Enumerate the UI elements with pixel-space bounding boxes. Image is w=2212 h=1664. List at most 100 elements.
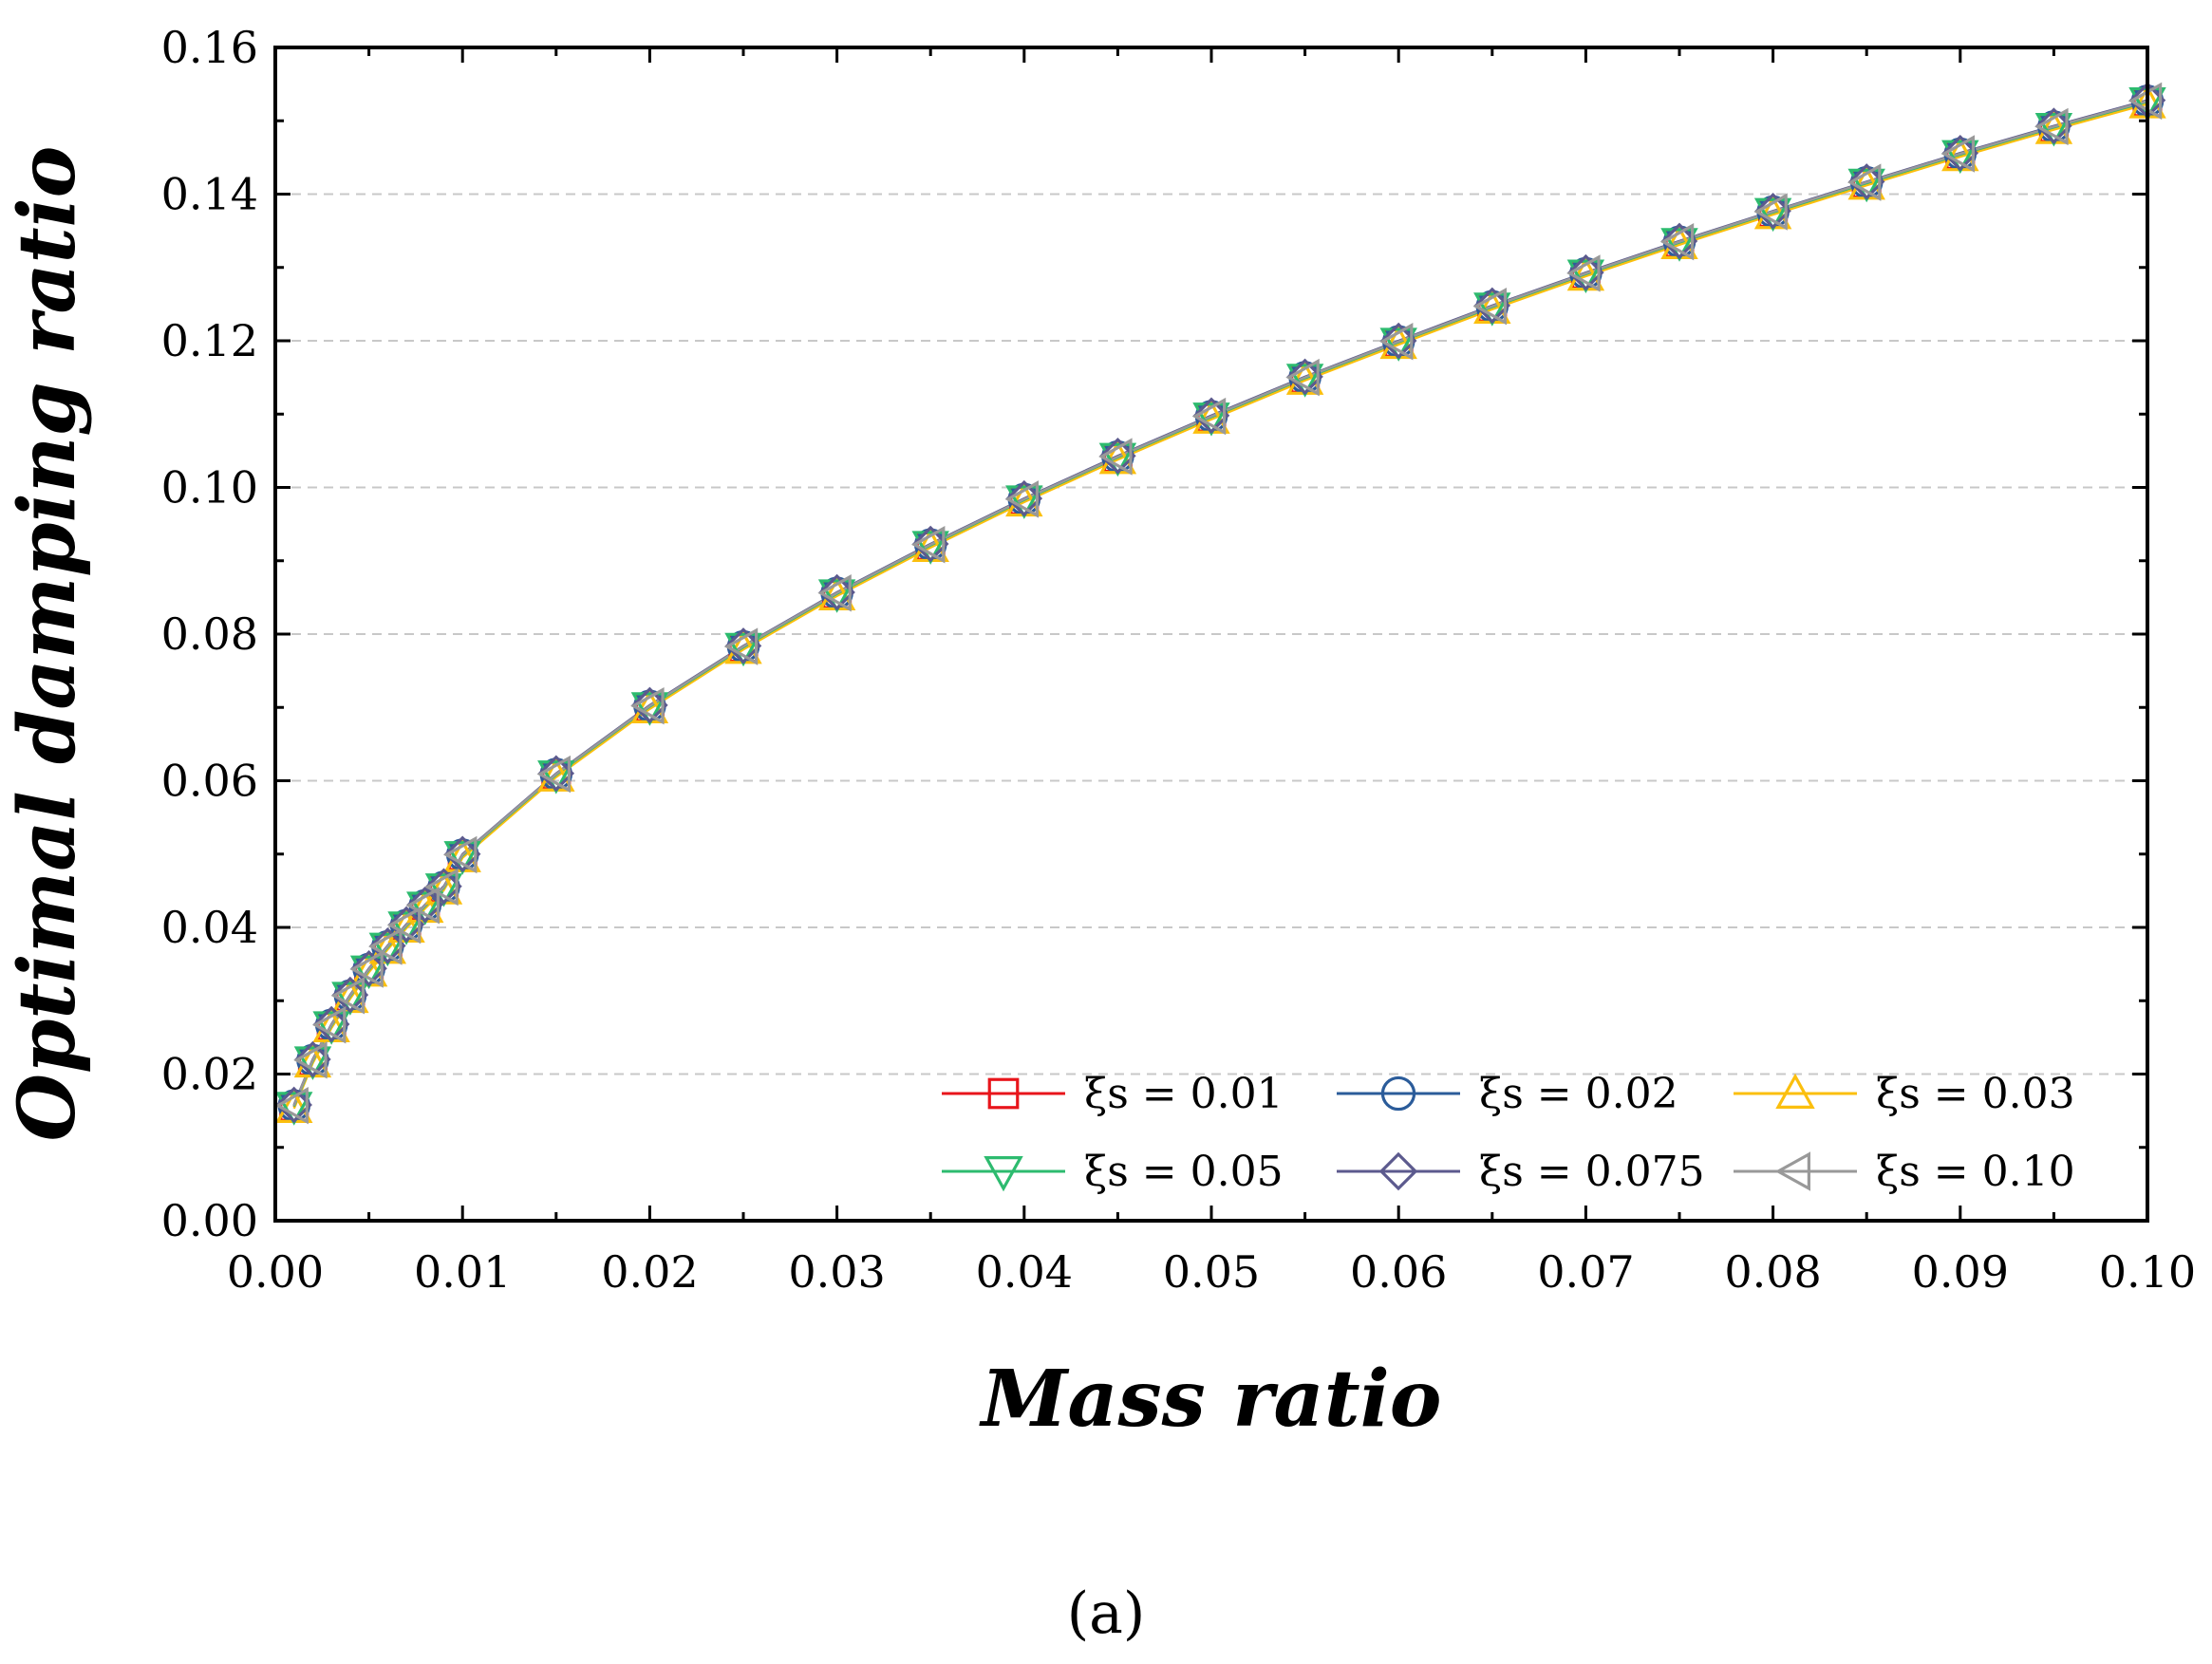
series-line: [292, 103, 2148, 1110]
data-point: [1285, 364, 1324, 398]
data-point: [275, 1092, 313, 1126]
data-point: [425, 868, 462, 906]
legend-label: ξs = 0.10: [1876, 1148, 2075, 1196]
legend-label: ξs = 0.03: [1876, 1070, 2075, 1118]
y-tick-label: 0.10: [161, 462, 258, 514]
data-point: [537, 760, 575, 795]
x-tick-label: 0.09: [1912, 1246, 2009, 1298]
x-tick-label: 0.10: [2099, 1246, 2196, 1298]
y-tick-label: 0.16: [161, 22, 258, 73]
y-tick-label: 0.14: [161, 169, 258, 220]
data-point: [723, 627, 759, 665]
data-point: [1753, 193, 1788, 231]
data-point: [350, 949, 387, 987]
legend-swatch-marker: [1380, 1075, 1416, 1112]
data-point: [1754, 193, 1791, 230]
data-point: [1659, 222, 1695, 261]
data-point: [2034, 107, 2069, 146]
legend-label: ξs = 0.02: [1479, 1070, 1678, 1118]
x-tick-label: 0.07: [1537, 1246, 1634, 1298]
data-point: [724, 627, 762, 664]
data-point: [631, 686, 668, 724]
x-tick-label: 0.01: [414, 1246, 511, 1298]
data-point: [1940, 135, 1975, 173]
data-point: [406, 886, 444, 924]
data-point: [387, 906, 425, 944]
y-tick-label: 0.00: [161, 1195, 258, 1246]
y-axis-title: Optimal damping ratio: [2, 146, 93, 1142]
data-point: [349, 955, 388, 990]
series-line: [292, 100, 2148, 1107]
data-point: [630, 692, 669, 726]
data-point: [386, 906, 422, 944]
data-point: [1847, 163, 1885, 200]
data-point: [1192, 397, 1230, 435]
x-axis-title: Mass ratio: [979, 1354, 1442, 1445]
x-tick-label: 0.06: [1350, 1246, 1447, 1298]
x-tick-label: 0.05: [1163, 1246, 1260, 1298]
data-point: [1378, 323, 1414, 361]
data-point: [1847, 168, 1885, 203]
series-line: [292, 100, 2148, 1107]
y-axis-ticks: 0.00 0.02 0.04 0.06 0.08 0.10 0.12 0.14 0.16: [161, 22, 2147, 1246]
y-tick-label: 0.12: [161, 315, 258, 366]
data-point: [1098, 442, 1137, 477]
x-tick-label: 0.04: [976, 1246, 1073, 1298]
data-point: [817, 574, 852, 612]
data-point: [1941, 134, 1979, 172]
y-tick-label: 0.06: [161, 756, 258, 807]
data-point: [1660, 222, 1698, 260]
data-point: [2035, 107, 2072, 144]
data-point: [274, 1086, 309, 1125]
data-point: [1473, 292, 1511, 327]
data-point: [1005, 485, 1043, 519]
data-point: [406, 891, 444, 925]
series-markers: [274, 82, 2166, 1126]
data-point: [1379, 327, 1417, 362]
series-lines: [292, 99, 2148, 1110]
data-point: [294, 1040, 331, 1078]
data-point: [1566, 254, 1601, 292]
data-point: [293, 1046, 332, 1080]
x-tick-label: 0.03: [788, 1246, 885, 1298]
data-point: [405, 887, 440, 925]
data-point: [2034, 113, 2073, 147]
data-point: [368, 932, 407, 967]
data-point: [369, 927, 406, 964]
data-point: [1473, 287, 1511, 325]
data-point: [424, 868, 459, 907]
data-point: [1004, 480, 1040, 518]
legend-swatch-marker: [987, 1077, 1020, 1110]
series-line: [292, 100, 2148, 1107]
data-point: [330, 977, 366, 1015]
data-point: [537, 755, 575, 793]
data-point: [311, 1006, 347, 1044]
data-point: [817, 579, 856, 613]
y-tick-label: 0.04: [161, 902, 258, 953]
x-axis-ticks: 0.00 0.01 0.02 0.03 0.04 0.05 0.06 0.07 0.08 0.09…: [227, 47, 2196, 1298]
legend-label: ξs = 0.01: [1084, 1070, 1284, 1118]
data-point: [1379, 322, 1417, 360]
data-point: [1098, 438, 1133, 476]
data-point: [331, 982, 369, 1016]
data-point: [1472, 287, 1508, 326]
data-point: [443, 835, 481, 873]
data-point: [443, 841, 481, 875]
data-point: [349, 950, 384, 988]
legend: ξs = 0.01 ξs = 0.02 ξs = 0.03 ξs = 0.05 ξs =…: [942, 1070, 2075, 1196]
data-point: [911, 531, 949, 565]
data-point: [1285, 358, 1320, 397]
series-line: [292, 101, 2148, 1108]
data-point: [910, 526, 946, 564]
grid-lines: [275, 193, 2147, 1075]
legend-swatch-marker: [1775, 1073, 1815, 1110]
data-point: [1753, 197, 1792, 233]
legend-label: ξs = 0.075: [1479, 1148, 1705, 1196]
data-point: [331, 976, 369, 1014]
data-point: [724, 632, 762, 667]
data-point: [630, 686, 665, 725]
legend-label: ξs = 0.05: [1084, 1148, 1284, 1196]
legend-swatch-marker: [1774, 1151, 1811, 1191]
x-tick-label: 0.02: [601, 1246, 698, 1298]
